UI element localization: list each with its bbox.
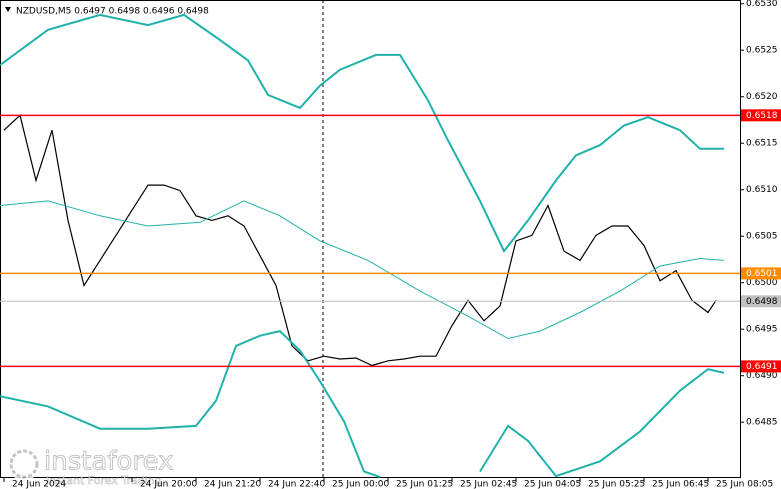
x-tick-label: 25 Jun 04:05 xyxy=(524,480,581,489)
series-line xyxy=(0,200,725,340)
y-tick-label: 0.6505 xyxy=(746,232,778,242)
marks xyxy=(0,13,740,479)
y-tick-label: 0.6495 xyxy=(746,325,778,335)
series-line xyxy=(0,330,725,479)
level-tag xyxy=(741,360,781,373)
y-tick-label: 0.6525 xyxy=(746,46,778,56)
y-tick-label: 0.6490 xyxy=(746,371,778,381)
level-tag xyxy=(741,267,781,280)
y-tick-label: 0.6520 xyxy=(746,92,778,102)
level-label: 0.6518 xyxy=(746,111,778,121)
logo-ring xyxy=(7,447,41,481)
x-tick-label: 24 Jun 21:20 xyxy=(204,480,261,489)
level-label: 0.6498 xyxy=(746,297,778,307)
level-tag xyxy=(741,109,781,122)
level-tag xyxy=(741,295,781,308)
level-label: 0.6491 xyxy=(746,362,778,372)
x-tick-label: 24 Jun 22:40 xyxy=(268,480,325,489)
y-tick-label: 0.6500 xyxy=(746,278,778,288)
logo-icon xyxy=(9,449,39,479)
y-tick-label: 0.6485 xyxy=(746,418,778,428)
watermark-tagline: Instant Forex Trading xyxy=(46,474,162,487)
watermark-brand: instaforex xyxy=(44,447,173,477)
level-label: 0.6501 xyxy=(746,269,778,279)
series-line xyxy=(3,114,717,367)
watermark: instaforex Instant Forex Trading xyxy=(7,446,174,487)
x-tick-label: 25 Jun 01:25 xyxy=(396,480,453,489)
x-tick-label: 25 Jun 00:00 xyxy=(332,480,389,489)
y-tick-label: 0.6515 xyxy=(746,139,778,149)
title-arrow xyxy=(5,7,11,12)
x-tick-label: 25 Jun 06:45 xyxy=(652,480,709,489)
series-line xyxy=(0,13,724,253)
x-tick-label: 25 Jun 08:05 xyxy=(716,480,773,489)
plot-frame xyxy=(0,0,741,478)
x-tick-label: 24 Jun 2024 xyxy=(12,480,66,489)
y-tick-label: 0.6510 xyxy=(746,185,778,195)
x-tick-label: 24 Jun 20:00 xyxy=(140,480,197,489)
chart-title: NZDUSD,M5 0.6497 0.6498 0.6496 0.6498 xyxy=(16,7,209,17)
x-tick-label: 25 Jun 05:25 xyxy=(588,480,645,489)
x-tick-label: 25 Jun 02:45 xyxy=(460,480,517,489)
y-tick-label: 0.6530 xyxy=(746,0,778,9)
